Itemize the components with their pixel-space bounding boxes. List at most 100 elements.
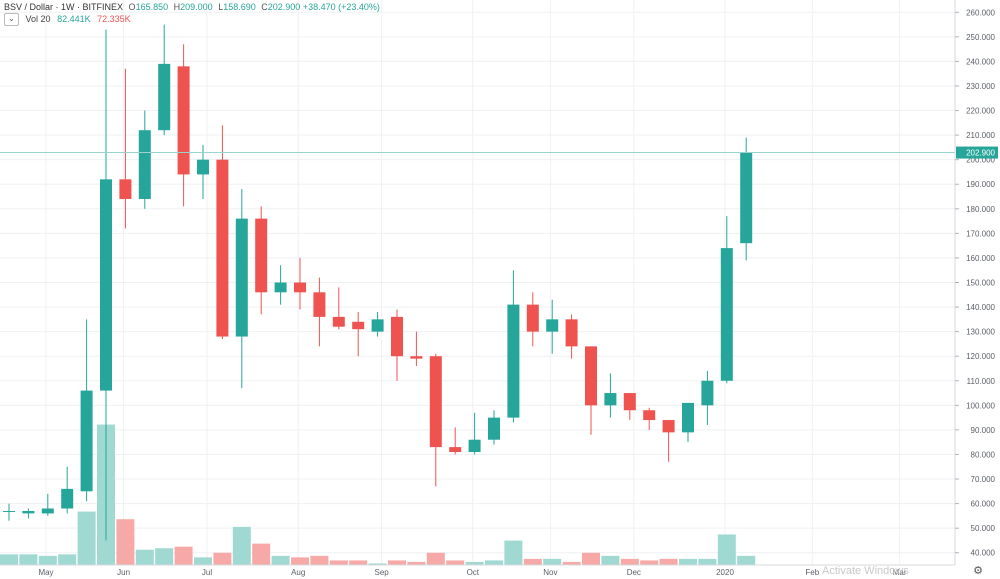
volume-bar xyxy=(135,549,154,565)
volume-bar xyxy=(659,558,678,565)
volume-bar xyxy=(155,548,174,565)
low-value: 158.690 xyxy=(223,2,256,12)
price-tick-label: 150.000 xyxy=(966,279,995,288)
price-tick-label: 260.000 xyxy=(966,8,995,17)
low-label: L xyxy=(218,2,224,12)
price-tick-label: 250.000 xyxy=(966,33,995,42)
price-tick-label: 170.000 xyxy=(966,229,995,238)
candle-body xyxy=(197,159,209,175)
price-tick-label: 60.000 xyxy=(971,500,996,509)
candle-body xyxy=(80,390,93,492)
chart-grid xyxy=(0,0,955,565)
volume-bar xyxy=(446,560,465,565)
candle-body xyxy=(22,510,35,514)
candle-body xyxy=(662,420,675,433)
volume-bar xyxy=(329,560,348,565)
price-tick-label: 120.000 xyxy=(966,352,995,361)
volume-bar xyxy=(77,511,96,565)
candle-body xyxy=(255,218,268,293)
candle-body xyxy=(604,393,617,406)
volume-ma-value: 72.335K xyxy=(97,13,131,24)
volume-bar xyxy=(194,557,212,565)
price-tick-label: 40.000 xyxy=(971,549,996,558)
time-tick-label: May xyxy=(38,568,53,577)
volume-bar xyxy=(349,560,368,565)
volume-bar xyxy=(582,552,600,565)
volume-bar xyxy=(620,558,639,565)
volume-bars xyxy=(0,424,756,565)
close-label: C xyxy=(261,2,268,12)
volume-bar xyxy=(19,554,38,565)
time-tick-label: Sep xyxy=(375,568,390,577)
candle-body xyxy=(682,402,694,433)
price-tick-label: 70.000 xyxy=(971,475,996,484)
candle-body xyxy=(623,393,636,411)
symbol-title: BSV / Dollar · 1W · BITFINEX xyxy=(4,2,124,12)
time-tick-label: 2020 xyxy=(716,568,734,577)
volume-bar xyxy=(58,554,77,565)
volume-bar xyxy=(116,519,135,565)
price-tick-label: 50.000 xyxy=(971,524,996,533)
volume-bar xyxy=(291,557,309,565)
candle-body xyxy=(41,508,54,514)
volume-bar xyxy=(407,561,426,565)
close-value: 202.900 xyxy=(267,2,301,12)
high-label: H xyxy=(173,2,181,12)
time-tick-label: Dec xyxy=(627,568,641,577)
candle-body xyxy=(410,356,423,359)
price-tick-label: 130.000 xyxy=(966,328,995,337)
volume-bar xyxy=(388,560,406,565)
candle-body xyxy=(643,410,656,421)
time-tick-label: Aug xyxy=(291,568,305,577)
price-tick-label: 210.000 xyxy=(966,131,995,140)
high-value: 209.000 xyxy=(180,2,213,12)
price-tick-label: 180.000 xyxy=(966,205,995,214)
symbol-legend: BSV / Dollar · 1W · BITFINEX O165.850 H2… xyxy=(4,2,380,12)
time-tick-label: Oct xyxy=(467,568,480,577)
volume-bar xyxy=(640,560,659,565)
candle-body xyxy=(313,292,326,317)
volume-bar xyxy=(523,558,542,565)
open-value: 165.850 xyxy=(135,2,169,12)
time-tick-label: Mar xyxy=(893,568,907,577)
chevron-down-icon[interactable]: ⌄ xyxy=(4,13,19,26)
volume-bar xyxy=(485,560,503,565)
price-tick-label: 220.000 xyxy=(966,107,995,116)
volume-bar xyxy=(562,561,581,565)
price-tick-label: 200.000 xyxy=(966,156,995,165)
price-axis[interactable]: 40.000 50.000 60.000 70.000 80.000 90.000 100.… xyxy=(954,0,1000,579)
volume-bar xyxy=(310,555,329,565)
volume-bar xyxy=(232,526,251,565)
time-axis[interactable]: May Jun Jul Aug Sep Oct Nov Dec 2020 Feb Mar xyxy=(0,564,955,577)
change-value: +38.470 (+23.40%) xyxy=(302,2,380,12)
price-tick-label: 110.000 xyxy=(967,377,996,386)
candle-body xyxy=(216,159,229,337)
price-tick-label: 90.000 xyxy=(971,426,996,435)
candle-body xyxy=(565,319,578,347)
time-tick-label: Jun xyxy=(117,568,130,577)
candle-body xyxy=(138,130,151,199)
candle-body xyxy=(488,417,500,440)
volume-bar xyxy=(543,558,562,565)
candle-body xyxy=(352,321,365,330)
volume-bar xyxy=(252,543,271,565)
volume-bar xyxy=(717,534,736,565)
price-tick-label: 230.000 xyxy=(966,82,995,91)
candle-body xyxy=(158,63,171,131)
candle-body xyxy=(177,66,190,175)
candle-body xyxy=(546,319,559,332)
price-tick-label: 160.000 xyxy=(966,254,995,263)
candle-body xyxy=(740,152,753,244)
candle-body xyxy=(449,447,462,452)
volume-bar xyxy=(0,554,18,565)
candle-body xyxy=(468,439,481,452)
gear-icon[interactable]: ⚙ xyxy=(973,565,983,577)
activation-watermark: Activate Windows xyxy=(822,565,909,577)
candle-body xyxy=(585,346,597,406)
candle-body xyxy=(235,218,248,337)
volume-label: Vol 20 xyxy=(25,13,51,24)
candle-body xyxy=(294,282,306,293)
candle-body xyxy=(100,179,112,391)
price-axis-bg xyxy=(955,0,1000,579)
